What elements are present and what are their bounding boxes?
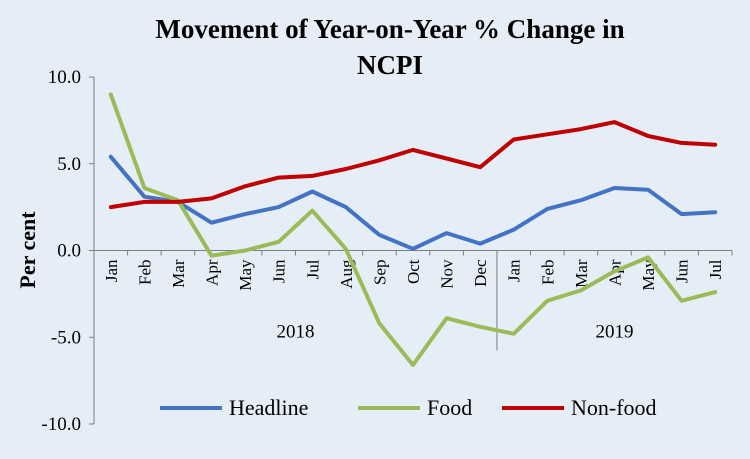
axes: 10.0 5.0 0.0 -5.0 -10.0 Jan Feb Mar Apr May Jun Jul… <box>41 67 733 435</box>
legend-label-food: Food <box>427 395 472 420</box>
y-axis-label: Per cent <box>15 211 40 289</box>
x-tick-label: May <box>236 259 255 291</box>
series-line-food <box>108 92 718 367</box>
x-tick-label: Mar <box>572 259 591 288</box>
x-tick-label: Jun <box>270 259 289 283</box>
year-label: 2019 <box>595 322 633 343</box>
x-tick-label: Dec <box>471 259 490 287</box>
year-label: 2018 <box>276 322 314 343</box>
x-tick-label: Jun <box>673 259 692 283</box>
legend-label-headline: Headline <box>229 395 308 420</box>
chart-title-line-1: Movement of Year-on-Year % Change in <box>155 14 624 44</box>
x-tick-label: Jul <box>706 259 725 279</box>
x-tick-label: Nov <box>438 259 457 289</box>
x-tick-label: Jan <box>102 259 121 282</box>
y-tick-label: 10.0 <box>48 67 81 88</box>
x-tick-label: Feb <box>538 260 557 286</box>
legend: Headline Food Non-food <box>160 395 657 420</box>
x-tick-label: Jul <box>303 259 322 279</box>
legend-label-non-food: Non-food <box>571 395 657 420</box>
x-tick-label: Apr <box>203 259 222 286</box>
y-tick-label: -5.0 <box>51 327 81 348</box>
x-tick-label: Aug <box>337 259 356 289</box>
chart-title-line-2: NCPI <box>357 50 423 80</box>
y-tick-label: 0.0 <box>57 241 81 262</box>
x-tick-label: Mar <box>169 259 188 288</box>
x-tick-label: Jan <box>505 259 524 282</box>
y-tick-label: 5.0 <box>57 154 81 175</box>
series-lines <box>108 92 718 367</box>
series-line-headline <box>108 154 718 251</box>
x-tick-label: Oct <box>404 259 423 284</box>
y-tick-label: -10.0 <box>41 414 81 435</box>
x-tick-label: Sep <box>370 260 389 286</box>
series-line-non-food <box>108 120 718 210</box>
x-tick-label: Feb <box>135 260 154 286</box>
